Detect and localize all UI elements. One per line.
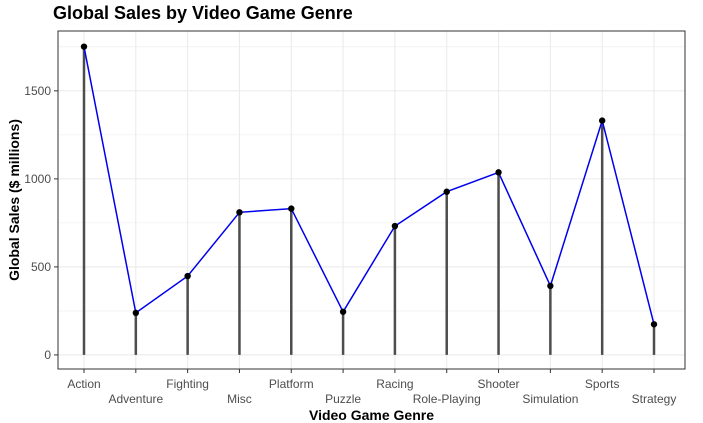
x-tick-label-role-playing: Role-Playing	[413, 392, 481, 406]
x-tick-label-platform: Platform	[269, 377, 314, 391]
point-fighting	[184, 272, 191, 280]
y-axis-ticks: 0 500 1000 1500	[24, 84, 58, 362]
grid-lines	[58, 31, 685, 369]
point-platform	[288, 205, 295, 212]
x-axis-title: Video Game Genre	[309, 407, 434, 423]
y-tick-label: 1500	[24, 84, 51, 98]
point-action	[80, 43, 88, 50]
x-tick-label-shooter: Shooter	[478, 377, 520, 391]
x-tick-label-racing: Racing	[376, 377, 413, 391]
x-tick-label-puzzle: Puzzle	[325, 392, 361, 406]
x-tick-label-sports: Sports	[585, 377, 620, 391]
point-racing	[391, 222, 399, 230]
point-adventure	[132, 309, 140, 317]
point-role-playing	[443, 188, 450, 195]
y-tick-label: 1000	[24, 172, 51, 186]
point-puzzle	[339, 308, 347, 315]
point-sports	[598, 117, 606, 124]
line-global-sales	[83, 46, 655, 325]
x-tick-label-misc: Misc	[227, 392, 252, 406]
stem-lines	[82, 46, 656, 355]
y-tick-label: 0	[44, 348, 51, 362]
point-simulation	[547, 282, 554, 290]
y-tick-label: 500	[31, 260, 51, 274]
chart-title: Global Sales by Video Game Genre	[53, 3, 353, 23]
point-shooter	[495, 169, 502, 176]
x-tick-label-adventure: Adventure	[108, 392, 163, 406]
x-tick-label-strategy: Strategy	[632, 392, 677, 406]
x-tick-label-action: Action	[67, 377, 100, 391]
y-axis-title: Global Sales ($ millions)	[6, 119, 22, 281]
series-line	[83, 46, 655, 325]
x-tick-label-simulation: Simulation	[522, 392, 578, 406]
point-misc	[236, 209, 243, 216]
plot-panel-border	[57, 30, 686, 370]
point-strategy	[650, 321, 658, 328]
x-tick-label-fighting: Fighting	[166, 377, 209, 391]
data-points	[80, 43, 658, 328]
